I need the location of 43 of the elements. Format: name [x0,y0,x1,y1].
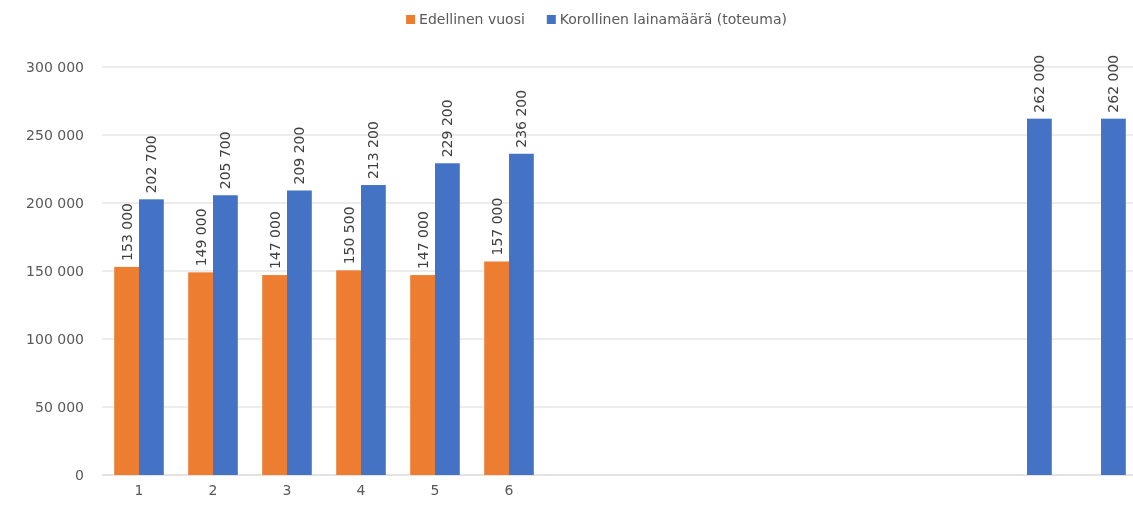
bar [188,272,213,475]
y-tick-label: 200 000 [26,194,84,211]
x-tick-label: 2 [208,481,218,498]
bar [1027,118,1052,475]
y-tick-label: 300 000 [26,58,84,75]
x-tick-label: 3 [282,481,292,498]
data-label: 262 000 [1031,54,1048,113]
data-label: 149 000 [192,208,209,267]
data-label: 153 000 [118,203,135,261]
bar [114,266,139,475]
bar [410,275,435,475]
y-tick-label: 0 [75,466,84,483]
data-label: 202 700 [143,135,160,194]
y-tick-label: 100 000 [26,330,84,347]
data-label: 147 000 [414,211,431,270]
data-label: 205 700 [217,131,234,190]
data-label: 262 000 [1105,54,1122,113]
data-label: 229 200 [439,99,456,158]
data-label: 236 200 [513,89,530,148]
bar [262,275,287,475]
bar [1101,118,1126,475]
legend-label: Edellinen vuosi [419,11,525,27]
bar [435,163,460,475]
y-tick-label: 250 000 [26,126,84,143]
data-label: 209 200 [291,126,308,185]
bar [509,153,534,475]
y-tick-label: 150 000 [26,262,84,279]
data-label: 147 000 [266,211,283,270]
bar [213,195,238,475]
bar [139,199,164,475]
bar [361,185,386,475]
x-tick-label: 6 [504,481,514,498]
y-tick-label: 50 000 [35,398,84,415]
bar [287,190,312,475]
data-label: 157 000 [488,197,505,256]
bar [336,270,361,475]
x-tick-label: 4 [356,481,366,498]
x-tick-label: 5 [430,481,440,498]
x-tick-label: 1 [134,481,144,498]
data-label: 213 200 [365,121,382,180]
legend-label: Korollinen lainamäärä (toteuma) [559,11,787,27]
bar [484,261,509,475]
data-label: 150 500 [340,206,357,265]
